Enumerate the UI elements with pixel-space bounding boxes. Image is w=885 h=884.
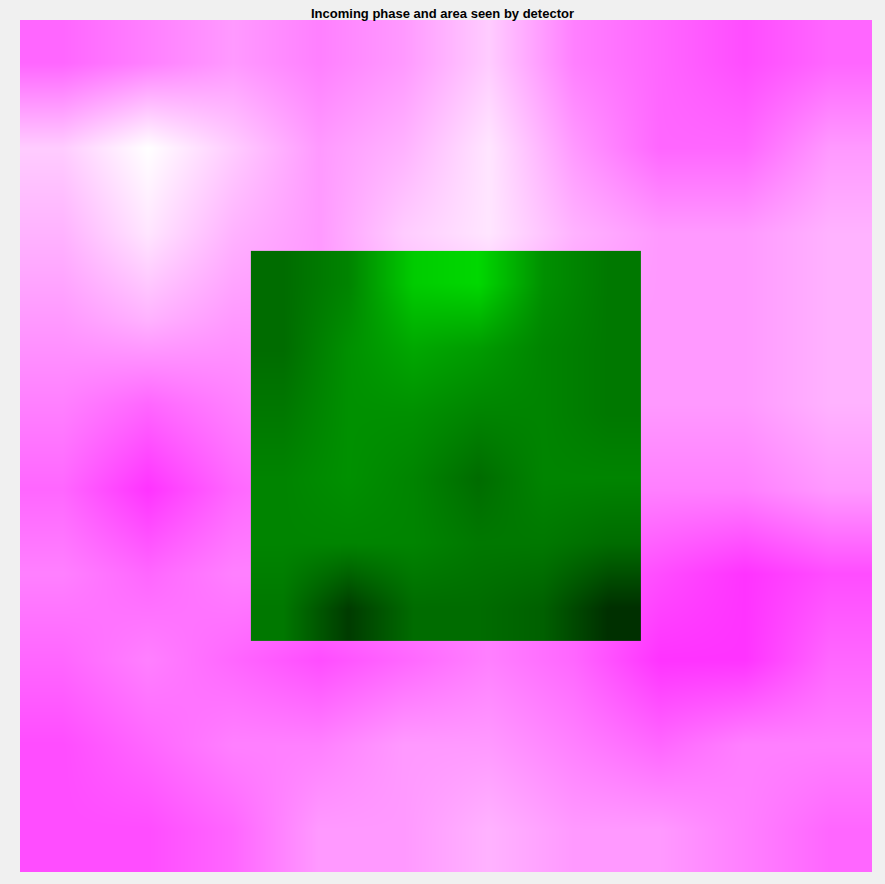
svg-text:Incoming phase and area seen b: Incoming phase and area seen by detector: [311, 6, 574, 21]
